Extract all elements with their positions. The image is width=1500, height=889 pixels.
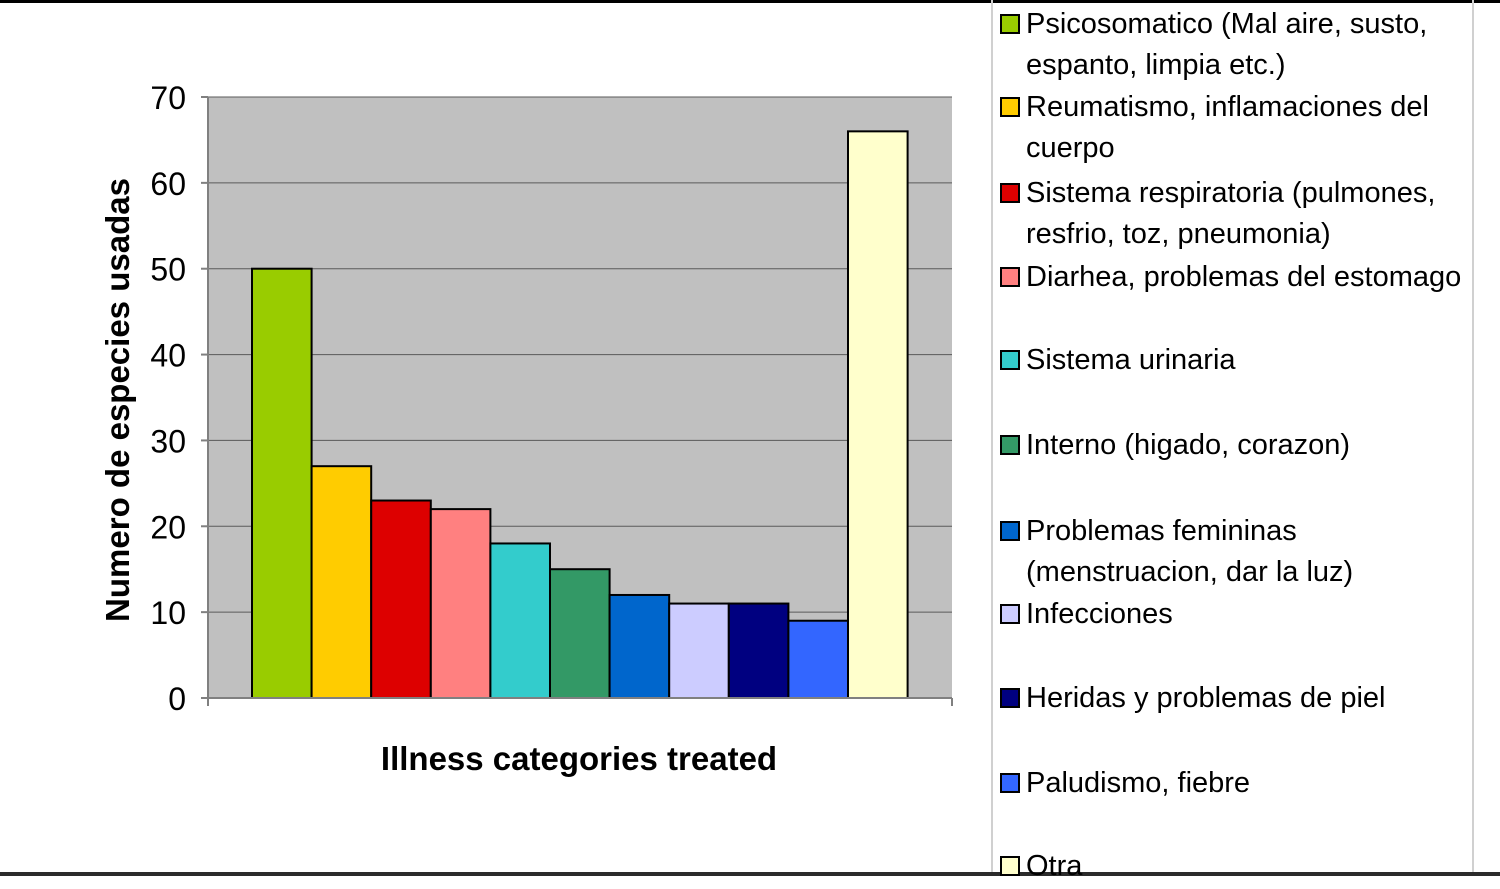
legend-label: Otra: [1026, 850, 1083, 882]
bar-1: [251, 267, 313, 699]
legend-item: Otra: [1000, 846, 1474, 887]
legend-label: Sistema respiratoria (pulmones, resfrio,…: [1026, 177, 1436, 250]
legend-item: Problemas femininas (menstruacion, dar l…: [1000, 511, 1474, 593]
bar-11: [847, 130, 909, 700]
legend-label: Reumatismo, inflamaciones del cuerpo: [1026, 91, 1429, 164]
legend-left-border: [991, 0, 993, 872]
legend-label: Interno (higado, corazon): [1026, 429, 1351, 461]
legend-swatch: [1000, 521, 1020, 541]
legend-item: Reumatismo, inflamaciones del cuerpo: [1000, 87, 1474, 169]
bar-9: [727, 602, 790, 699]
y-tick-label: 60: [150, 166, 186, 202]
legend-swatch: [1000, 350, 1020, 370]
legend-swatch: [1000, 267, 1020, 287]
bar-10: [787, 619, 850, 700]
y-tick-label: 70: [150, 80, 186, 116]
legend-item: Sistema urinaria: [1000, 340, 1474, 381]
y-tick-label: 20: [150, 509, 186, 545]
legend-swatch: [1000, 14, 1020, 34]
y-tick-label: 40: [150, 338, 186, 374]
y-tick-label: 10: [150, 595, 186, 631]
legend-swatch: [1000, 856, 1020, 876]
legend-right-border: [1472, 0, 1474, 872]
legend-swatch: [1000, 435, 1020, 455]
y-axis-title: Numero de especies usadas: [99, 178, 136, 622]
legend-item: Sistema respiratoria (pulmones, resfrio,…: [1000, 173, 1474, 255]
y-tick-labels: 0 10 20 30 40 50 60 70: [150, 80, 186, 717]
axes: [201, 96, 953, 706]
bar-4: [429, 508, 492, 699]
bar-chart: 0 10 20 30 40 50 60 70 Numero de especies usada…: [99, 80, 953, 777]
legend-label: Heridas y problemas de piel: [1026, 682, 1386, 714]
legend-label: Problemas femininas (menstruacion, dar l…: [1026, 515, 1354, 588]
legend-swatch: [1000, 97, 1020, 117]
legend-item: Psicosomatico (Mal aire, susto, espanto,…: [1000, 4, 1474, 86]
legend-item: Heridas y problemas de piel: [1000, 678, 1474, 719]
bar-8: [668, 602, 730, 699]
y-tick-label: 30: [150, 423, 186, 459]
legend-item: Paludismo, fiebre: [1000, 763, 1474, 804]
bottom-border: [0, 872, 1500, 876]
bar-2: [310, 465, 373, 699]
bars: [251, 130, 909, 700]
top-border: [0, 0, 1500, 3]
legend-label: Infecciones: [1026, 598, 1173, 630]
legend-swatch: [1000, 773, 1020, 793]
legend-item: Infecciones: [1000, 594, 1474, 635]
legend-label: Paludismo, fiebre: [1026, 767, 1251, 799]
legend-label: Sistema urinaria: [1026, 344, 1236, 376]
legend: Psicosomatico (Mal aire, susto, espanto,…: [1000, 0, 1470, 882]
bar-6: [549, 568, 611, 700]
legend-label: Psicosomatico (Mal aire, susto, espanto,…: [1026, 8, 1428, 81]
x-axis-title: Illness categories treated: [381, 740, 777, 777]
legend-label: Diarhea, problemas del estomago: [1026, 261, 1462, 293]
legend-swatch: [1000, 183, 1020, 203]
legend-item: Interno (higado, corazon): [1000, 425, 1474, 466]
legend-swatch: [1000, 688, 1020, 708]
legend-item: Diarhea, problemas del estomago: [1000, 257, 1474, 298]
bar-3: [370, 499, 432, 699]
y-tick-label: 0: [168, 681, 186, 717]
bar-7: [608, 593, 671, 700]
y-tick-label: 50: [150, 252, 186, 288]
bar-5: [489, 542, 551, 700]
legend-swatch: [1000, 604, 1020, 624]
